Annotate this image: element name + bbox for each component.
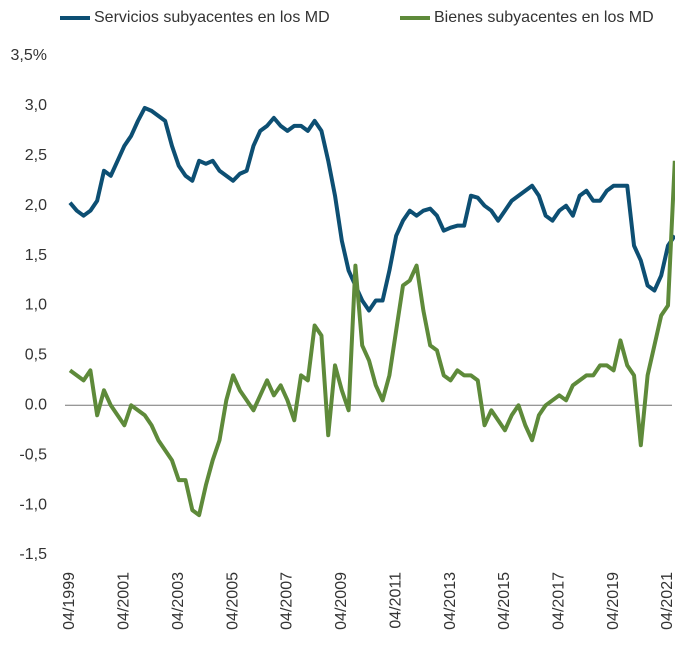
x-tick-label: 04/2017	[550, 572, 567, 630]
series-line	[68, 105, 675, 313]
y-tick-label: -1,5	[19, 546, 47, 563]
x-tick-label: 04/2011	[387, 572, 404, 629]
x-tick-label: 04/2007	[279, 572, 296, 630]
y-tick-label: 3,0	[25, 97, 47, 114]
x-tick-label: 04/2015	[496, 572, 513, 630]
y-tick-label: -1,0	[19, 496, 47, 513]
x-tick-label: 04/2001	[116, 572, 133, 630]
y-tick-label: -0,5	[19, 446, 47, 463]
x-tick-label: 04/2009	[333, 572, 350, 630]
y-tick-label: 1,5	[25, 247, 47, 264]
legend-label: Servicios subyacentes en los MD	[94, 9, 330, 26]
y-tick-label: 3,5%	[11, 47, 47, 64]
x-tick-label: 04/2019	[605, 572, 622, 630]
x-tick-label: 04/2005	[224, 572, 241, 630]
y-tick-label: 1,0	[25, 297, 47, 314]
x-tick-label: 04/1999	[61, 572, 78, 630]
series-line	[68, 160, 675, 518]
y-tick-label: 0,5	[25, 347, 47, 364]
x-tick-label: 04/2021	[659, 572, 675, 630]
y-tick-label: 0.0	[25, 397, 47, 414]
y-tick-label: 2,5	[25, 147, 47, 164]
y-tick-label: 2,0	[25, 197, 47, 214]
legend-label: Bienes subyacentes en los MD	[434, 9, 654, 26]
x-tick-label: 04/2013	[442, 572, 459, 630]
x-tick-label: 04/2003	[170, 572, 187, 630]
